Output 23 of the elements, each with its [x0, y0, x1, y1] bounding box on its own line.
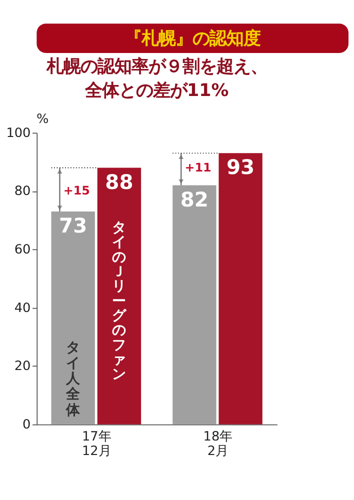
- data-label: 88: [105, 170, 134, 194]
- bar: [97, 168, 142, 424]
- bar: [51, 211, 95, 424]
- bar: [218, 153, 262, 424]
- data-label: 93: [226, 155, 255, 180]
- bar: [172, 185, 216, 424]
- data-label: 82: [180, 187, 208, 212]
- y-tick-label: 40: [14, 300, 31, 316]
- x-tick-label: 17年 12月: [82, 429, 112, 460]
- y-tick-label: 20: [14, 359, 31, 374]
- y-axis-title: %: [36, 112, 49, 128]
- annotation: +15: [63, 184, 90, 198]
- data-label: 73: [59, 214, 88, 238]
- text: タイのＪリーグのファン: [112, 220, 126, 383]
- chart-title: 『札幌』の認知度: [124, 28, 261, 49]
- y-tick-label: 80: [14, 184, 31, 200]
- y-tick-label: 60: [14, 242, 31, 258]
- x-tick-label: 18年 2月: [203, 429, 233, 460]
- annotation: +11: [184, 160, 212, 174]
- y-tick-label: 0: [22, 418, 31, 433]
- y-tick-label: 100: [6, 126, 31, 141]
- series-label: タイ人全体: [65, 340, 82, 418]
- chart-subtitle: 札幌の認知率が９割を超え、全体との差が11%: [45, 57, 268, 102]
